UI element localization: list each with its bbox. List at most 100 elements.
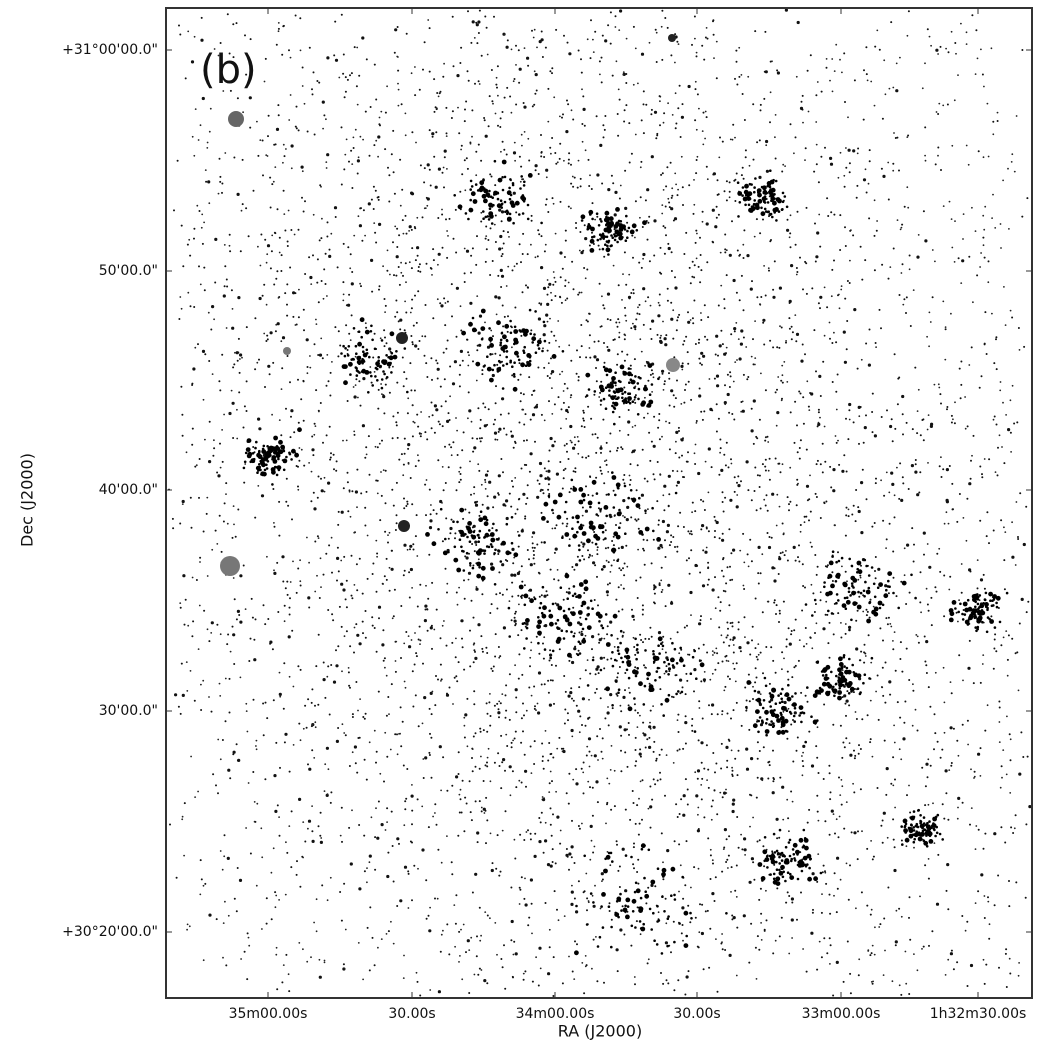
- star: [476, 935, 478, 937]
- star: [906, 794, 908, 796]
- star: [394, 226, 396, 228]
- star: [961, 259, 964, 262]
- star: [489, 612, 491, 614]
- star: [642, 449, 644, 451]
- star: [824, 147, 826, 149]
- star: [970, 768, 972, 770]
- star: [651, 799, 653, 801]
- star: [226, 279, 228, 281]
- star: [494, 439, 496, 441]
- star: [400, 706, 402, 708]
- star: [321, 884, 323, 886]
- star: [467, 939, 470, 942]
- star: [416, 322, 418, 324]
- star: [970, 478, 972, 480]
- star: [845, 418, 847, 420]
- star: [377, 408, 379, 410]
- star: [564, 915, 566, 917]
- star: [817, 460, 819, 462]
- star: [468, 391, 470, 393]
- star: [789, 328, 791, 330]
- star: [227, 13, 229, 15]
- star: [492, 862, 494, 864]
- star: [808, 519, 810, 521]
- star: [579, 292, 581, 294]
- star: [738, 847, 740, 849]
- star: [477, 407, 479, 409]
- star: [583, 558, 585, 560]
- star: [732, 810, 735, 813]
- star: [599, 60, 601, 62]
- star: [346, 580, 348, 582]
- star: [192, 577, 194, 579]
- star: [770, 646, 772, 648]
- star: [200, 284, 202, 286]
- star: [772, 780, 774, 782]
- star: [237, 97, 239, 99]
- star: [273, 522, 275, 524]
- star: [410, 335, 412, 337]
- star: [720, 469, 723, 472]
- star: [382, 395, 385, 398]
- star: [451, 315, 453, 317]
- star: [945, 769, 948, 772]
- star: [781, 327, 783, 329]
- star: [568, 159, 570, 161]
- star: [800, 107, 803, 110]
- star: [530, 649, 532, 651]
- star: [746, 254, 749, 257]
- star: [888, 199, 890, 201]
- star: [663, 112, 665, 114]
- star: [522, 493, 525, 496]
- star: [412, 706, 414, 708]
- star: [338, 330, 340, 332]
- star: [734, 137, 736, 139]
- star: [345, 734, 347, 736]
- star: [591, 232, 593, 234]
- star: [368, 435, 370, 437]
- star: [491, 176, 493, 178]
- star: [326, 747, 329, 750]
- star: [896, 137, 898, 139]
- star: [256, 748, 258, 750]
- star: [694, 264, 696, 266]
- star: [578, 686, 580, 688]
- star: [886, 538, 888, 540]
- star: [768, 270, 770, 272]
- star: [947, 959, 949, 961]
- star: [927, 776, 929, 778]
- star: [951, 422, 953, 424]
- star: [620, 705, 622, 707]
- star: [581, 123, 583, 125]
- star: [527, 829, 529, 831]
- star: [924, 804, 926, 806]
- star: [414, 94, 416, 96]
- star: [348, 671, 350, 673]
- star: [977, 753, 980, 756]
- star: [800, 360, 803, 363]
- star: [778, 347, 780, 349]
- star: [362, 716, 364, 718]
- star: [434, 803, 436, 805]
- star: [391, 683, 393, 685]
- star: [434, 404, 437, 407]
- star: [738, 750, 740, 752]
- star: [236, 743, 238, 745]
- star: [382, 629, 384, 631]
- star: [432, 691, 434, 693]
- star: [276, 947, 278, 949]
- star: [375, 140, 377, 142]
- star: [700, 352, 703, 355]
- star: [676, 551, 678, 553]
- star: [229, 250, 231, 252]
- star: [616, 693, 618, 695]
- star: [533, 763, 535, 765]
- star: [502, 305, 504, 307]
- star: [630, 292, 632, 294]
- star: [417, 606, 419, 608]
- star: [514, 613, 516, 615]
- star: [572, 971, 574, 973]
- star: [754, 490, 756, 492]
- star: [574, 646, 576, 648]
- star: [984, 257, 986, 259]
